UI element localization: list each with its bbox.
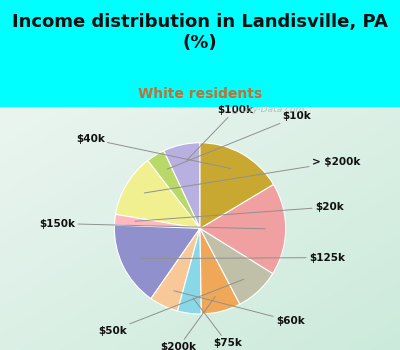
Text: $150k: $150k	[40, 218, 265, 229]
Text: $20k: $20k	[135, 202, 344, 221]
Wedge shape	[200, 229, 273, 304]
Wedge shape	[148, 151, 200, 229]
Wedge shape	[114, 225, 200, 299]
Text: $75k: $75k	[193, 298, 242, 348]
Text: White residents: White residents	[138, 87, 262, 101]
Wedge shape	[114, 215, 200, 229]
Text: $10k: $10k	[167, 112, 312, 169]
Wedge shape	[200, 229, 240, 314]
Text: $125k: $125k	[142, 253, 345, 262]
Text: $60k: $60k	[174, 291, 305, 326]
Wedge shape	[178, 229, 201, 314]
Text: ⓘ City-Data.com: ⓘ City-Data.com	[232, 105, 304, 114]
Wedge shape	[116, 161, 200, 229]
Text: $200k: $200k	[160, 296, 215, 350]
Wedge shape	[200, 143, 274, 229]
Text: Income distribution in Landisville, PA
(%): Income distribution in Landisville, PA (…	[12, 13, 388, 52]
Wedge shape	[151, 229, 200, 311]
Text: $40k: $40k	[76, 134, 231, 169]
Text: $50k: $50k	[98, 279, 244, 336]
Wedge shape	[164, 143, 200, 229]
Text: $100k: $100k	[187, 105, 254, 160]
Text: > $200k: > $200k	[144, 157, 360, 193]
Wedge shape	[200, 184, 286, 273]
